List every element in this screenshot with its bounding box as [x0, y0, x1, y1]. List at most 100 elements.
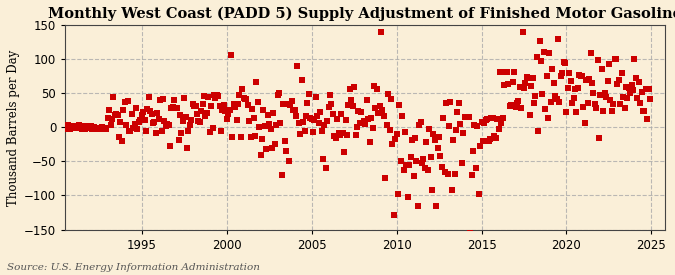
- Point: [74, 123, 85, 128]
- Point: [448, 138, 458, 142]
- Point: [278, 102, 289, 106]
- Point: [466, 173, 477, 177]
- Point: [131, 106, 142, 110]
- Point: [551, 97, 562, 102]
- Point: [597, 67, 608, 71]
- Point: [353, 109, 364, 114]
- Point: [406, 154, 416, 159]
- Point: [564, 71, 574, 75]
- Point: [589, 101, 600, 106]
- Point: [506, 103, 516, 107]
- Point: [148, 121, 159, 125]
- Point: [602, 79, 613, 83]
- Point: [139, 118, 150, 122]
- Point: [55, 127, 66, 131]
- Point: [303, 92, 314, 97]
- Point: [371, 87, 382, 91]
- Point: [514, 84, 525, 89]
- Point: [428, 131, 439, 136]
- Point: [517, 30, 528, 34]
- Point: [443, 124, 454, 129]
- Point: [530, 94, 541, 99]
- Point: [175, 112, 186, 117]
- Point: [424, 127, 435, 132]
- Point: [319, 123, 330, 127]
- Point: [292, 64, 303, 68]
- Point: [97, 125, 107, 130]
- Point: [157, 97, 168, 101]
- Point: [518, 86, 529, 90]
- Point: [633, 79, 644, 84]
- Point: [205, 130, 215, 134]
- Point: [169, 98, 180, 102]
- Point: [605, 98, 616, 102]
- Point: [271, 123, 281, 127]
- Point: [299, 129, 310, 134]
- Point: [575, 73, 586, 78]
- Point: [163, 123, 174, 128]
- Point: [152, 111, 163, 115]
- Point: [268, 111, 279, 116]
- Point: [411, 158, 422, 163]
- Point: [182, 146, 192, 150]
- Point: [364, 140, 375, 144]
- Point: [256, 137, 267, 141]
- Point: [146, 111, 157, 116]
- Point: [407, 137, 418, 142]
- Point: [192, 112, 202, 116]
- Point: [197, 102, 208, 107]
- Point: [285, 103, 296, 107]
- Point: [105, 123, 116, 127]
- Point: [343, 102, 354, 107]
- Point: [265, 127, 276, 131]
- Point: [470, 166, 481, 170]
- Point: [566, 79, 576, 83]
- Point: [331, 117, 342, 122]
- Point: [136, 113, 147, 118]
- Point: [543, 116, 554, 120]
- Point: [392, 131, 402, 136]
- Point: [638, 109, 649, 113]
- Point: [389, 137, 400, 141]
- Point: [234, 93, 245, 97]
- Point: [441, 101, 452, 106]
- Point: [65, 124, 76, 128]
- Point: [450, 172, 460, 176]
- Point: [630, 75, 641, 80]
- Point: [242, 103, 253, 107]
- Point: [462, 115, 472, 119]
- Point: [153, 117, 164, 121]
- Point: [240, 97, 250, 101]
- Point: [294, 121, 304, 125]
- Point: [383, 92, 394, 96]
- Point: [593, 135, 604, 140]
- Point: [99, 126, 110, 131]
- Point: [219, 103, 230, 107]
- Point: [404, 163, 414, 167]
- Point: [251, 80, 262, 84]
- Point: [53, 125, 63, 130]
- Point: [560, 61, 570, 66]
- Point: [340, 117, 351, 122]
- Point: [393, 191, 404, 196]
- Point: [374, 103, 385, 108]
- Point: [162, 122, 173, 126]
- Point: [237, 87, 248, 91]
- Point: [335, 133, 346, 137]
- Point: [574, 72, 585, 77]
- Point: [454, 100, 464, 105]
- Point: [203, 95, 214, 99]
- Point: [641, 87, 651, 91]
- Point: [108, 95, 119, 99]
- Point: [269, 142, 280, 146]
- Point: [639, 109, 650, 114]
- Point: [91, 126, 102, 130]
- Point: [88, 125, 99, 129]
- Point: [339, 150, 350, 155]
- Point: [302, 101, 313, 105]
- Point: [121, 122, 132, 127]
- Point: [183, 129, 194, 133]
- Point: [432, 146, 443, 150]
- Point: [323, 104, 334, 109]
- Point: [581, 78, 592, 82]
